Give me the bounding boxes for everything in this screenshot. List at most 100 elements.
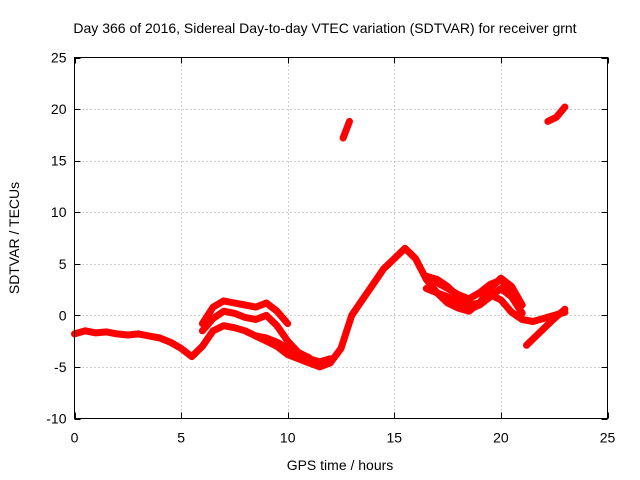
data-point [536,330,542,336]
data-point [509,286,515,291]
data-point [285,321,291,327]
data-point [509,309,515,315]
x-tick-label: 15 [387,430,403,446]
data-point [242,302,248,308]
series-line-peak-track-b [422,285,526,317]
data-point [359,297,365,303]
data-point [199,343,205,349]
data-point [263,312,269,318]
data-point [263,335,269,341]
data-point [285,338,291,344]
x-tick-label: 5 [177,430,185,446]
data-point [199,328,205,334]
x-tick-label: 25 [600,430,616,446]
series-line-descending-track [523,305,569,349]
data-point [93,330,99,336]
data-point [549,318,555,323]
data-point [253,317,259,322]
data-point [189,354,195,360]
data-point [125,332,131,338]
data-point [210,304,216,310]
data-point [498,277,504,283]
data-point [445,286,451,291]
data-point [253,304,259,310]
data-point [519,310,525,316]
series-line-outlier-1 [339,117,353,142]
data-point [274,308,280,314]
data-point [340,135,346,141]
data-point [221,298,227,304]
data-point [541,316,546,321]
data-point [347,118,352,124]
data-point [545,118,551,124]
data-point [274,323,280,329]
data-point [477,302,483,308]
data-series [71,103,569,371]
y-tick-label: -5 [54,359,67,375]
plot-frame [74,57,608,419]
data-point [221,323,227,329]
x-axis-label: GPS time / hours [287,457,394,473]
data-point [114,331,120,337]
data-point [434,279,440,285]
data-point [327,356,333,362]
data-point [285,345,291,351]
y-tick-label: -10 [46,411,66,427]
data-point [242,328,248,334]
chart-title: Day 366 of 2016, Sidereal Day-to-day VTE… [73,20,576,36]
series-line-main-track [71,244,569,371]
data-point [423,273,429,279]
y-axis: -10 -5 0 5 10 15 20 25 [46,50,608,427]
data-point [455,292,461,298]
data-point [423,286,429,291]
data-point [498,286,504,291]
data-point [391,256,397,262]
data-point [306,356,312,362]
data-point [178,345,184,351]
data-point [274,339,280,345]
data-point [530,319,536,324]
data-point [82,328,88,334]
data-point [553,114,559,120]
data-point [210,316,216,321]
data-point [263,300,269,306]
data-point [242,314,248,320]
data-point [487,294,493,300]
x-tick-label: 10 [280,430,296,446]
data-point [231,310,237,316]
data-point [146,333,152,339]
y-tick-label: 20 [51,101,67,117]
data-point [381,266,387,272]
data-point [487,281,493,287]
data-point [562,104,568,110]
data-point [210,328,216,334]
data-point [370,281,376,287]
x-tick-label: 20 [493,430,509,446]
data-point [402,245,408,251]
data-point [338,345,344,351]
y-tick-label: 0 [59,307,67,323]
y-tick-label: 25 [51,50,67,66]
y-tick-label: 10 [51,204,67,220]
data-point [413,256,419,262]
data-point [519,317,525,322]
data-point [498,297,504,303]
data-point [466,296,472,302]
data-point [349,312,355,318]
data-point [253,333,259,339]
data-point [231,325,237,331]
data-point [445,300,451,306]
data-point [466,306,472,312]
x-tick-label: 0 [71,430,79,446]
y-tick-label: 15 [51,153,67,169]
data-point [167,339,173,345]
data-point [434,290,440,296]
data-point [157,335,163,341]
data-point [285,352,291,358]
data-point [524,342,529,348]
data-point [104,329,109,335]
grid [74,57,608,419]
y-tick-label: 5 [59,256,67,272]
data-point [136,331,141,337]
